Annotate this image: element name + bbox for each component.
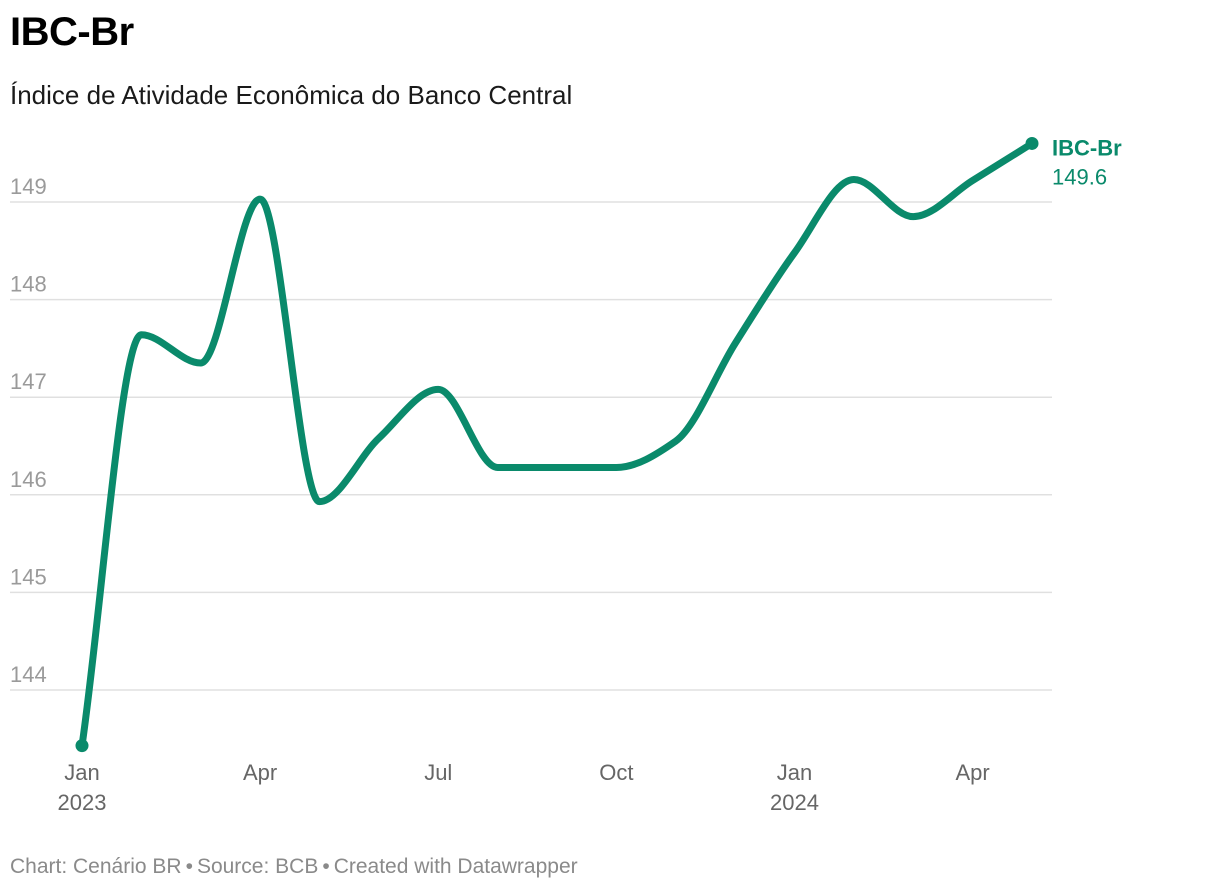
- y-tick-label: 144: [10, 662, 47, 687]
- x-tick-year-label: 2024: [770, 790, 819, 815]
- y-axis-ticks: 144 145 146 147 148 149: [10, 174, 47, 687]
- chart-subtitle: Índice de Atividade Econômica do Banco C…: [10, 80, 573, 110]
- series-start-point: [75, 739, 89, 753]
- y-tick-label: 149: [10, 174, 47, 199]
- series-end-point: [1025, 136, 1039, 150]
- y-tick-label: 147: [10, 369, 47, 394]
- chart-credit: Chart: Cenário BR: [10, 855, 182, 878]
- footer-separator: •: [185, 855, 193, 878]
- end-label-group: IBC-Br 149.6: [1052, 135, 1122, 189]
- source-credit: Source: BCB: [196, 855, 319, 878]
- footer-separator: •: [322, 855, 330, 878]
- x-tick-label: Jan: [777, 760, 812, 785]
- y-tick-label: 146: [10, 467, 47, 492]
- x-tick-label: Jul: [424, 760, 452, 785]
- footer: Chart: Cenário BR • Source: BCB • Created wi…: [10, 855, 578, 879]
- chart-title: IBC-Br: [10, 10, 134, 54]
- series-line-ibc-br: [78, 139, 1036, 750]
- end-label-value: 149.6: [1052, 164, 1107, 189]
- x-tick-label: Apr: [956, 760, 990, 785]
- x-tick-label: Oct: [599, 760, 633, 785]
- x-tick-label: Apr: [243, 760, 277, 785]
- y-tick-label: 148: [10, 272, 47, 297]
- x-axis-ticks: Jan 2023 Apr Jul Oct Jan 2024 Apr: [58, 760, 990, 815]
- line-chart: 144 145 146 147 148 149 Jan 2023 Apr Jul Oct Jan 20…: [10, 135, 1122, 815]
- series-layer: [75, 136, 1039, 753]
- end-label-name: IBC-Br: [1052, 135, 1122, 160]
- created-with-credit: Created with Datawrapper: [333, 855, 578, 878]
- y-tick-label: 145: [10, 564, 47, 589]
- gridlines: [10, 201, 1052, 691]
- x-tick-label: Jan: [64, 760, 99, 785]
- x-tick-year-label: 2023: [58, 790, 107, 815]
